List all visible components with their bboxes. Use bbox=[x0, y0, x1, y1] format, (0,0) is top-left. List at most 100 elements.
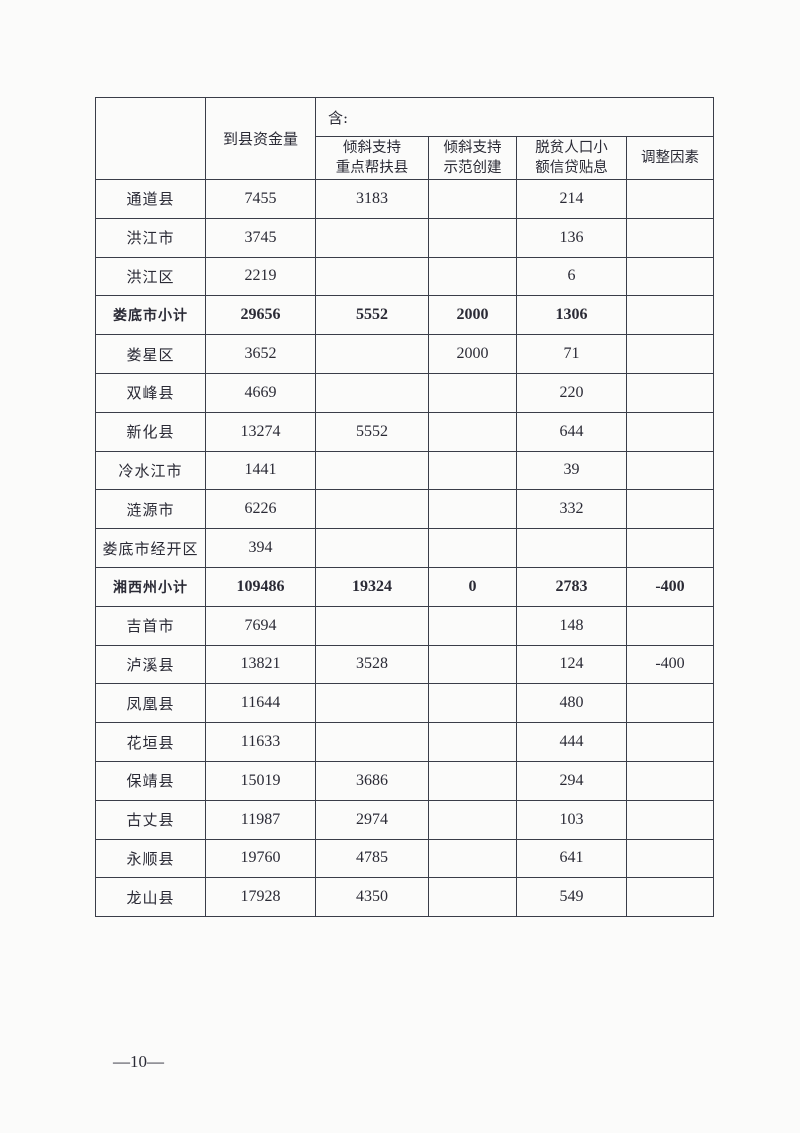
name-cell: 娄星区 bbox=[95, 334, 206, 374]
name-cell: 洪江区 bbox=[95, 256, 206, 297]
demo-cell bbox=[428, 528, 517, 568]
loan-cell: 1306 bbox=[516, 295, 627, 336]
loan-cell: 214 bbox=[516, 179, 627, 219]
key-support-cell bbox=[315, 528, 429, 568]
name-cell: 娄底市经开区 bbox=[95, 528, 206, 568]
demo-cell bbox=[428, 683, 517, 724]
amount-cell: 29656 bbox=[205, 295, 316, 336]
amount-cell: 13274 bbox=[205, 411, 316, 452]
key-support-cell bbox=[315, 683, 429, 724]
key-support-cell: 5552 bbox=[315, 295, 429, 336]
table-row: 通道县 7455 3183 214 bbox=[95, 179, 714, 219]
key-support-cell bbox=[315, 605, 429, 646]
subtotal-row: 湘西州小计 109486 19324 0 2783 -400 bbox=[95, 566, 714, 607]
adjust-cell: -400 bbox=[626, 644, 714, 685]
header-loan: 脱贫人口小 额信贷贴息 bbox=[516, 136, 627, 180]
name-cell: 保靖县 bbox=[95, 760, 206, 801]
key-support-cell bbox=[315, 334, 429, 374]
key-support-cell bbox=[315, 489, 429, 530]
table-row: 娄底市经开区 394 bbox=[95, 528, 714, 568]
loan-cell: 641 bbox=[516, 838, 627, 879]
loan-cell: 2783 bbox=[516, 566, 627, 607]
demo-cell: 0 bbox=[428, 566, 517, 607]
loan-cell: 220 bbox=[516, 372, 627, 413]
subtotal-row: 娄底市小计 29656 5552 2000 1306 bbox=[95, 295, 714, 336]
adjust-cell bbox=[626, 256, 714, 297]
table-row: 永顺县 19760 4785 641 bbox=[95, 838, 714, 879]
name-cell: 涟源市 bbox=[95, 489, 206, 530]
table-row: 洪江区 2219 6 bbox=[95, 256, 714, 297]
loan-cell: 103 bbox=[516, 799, 627, 840]
amount-cell: 4669 bbox=[205, 372, 316, 413]
loan-cell: 136 bbox=[516, 217, 627, 258]
demo-cell bbox=[428, 838, 517, 879]
header-includes: 含: bbox=[315, 97, 714, 137]
table-row: 凤凰县 11644 480 bbox=[95, 683, 714, 724]
table-row: 龙山县 17928 4350 549 bbox=[95, 877, 714, 918]
header-line: 倾斜支持 bbox=[343, 140, 401, 156]
header-demo: 倾斜支持 示范创建 bbox=[428, 136, 517, 180]
header-line: 额信贷贴息 bbox=[535, 160, 608, 176]
amount-cell: 11633 bbox=[205, 722, 316, 762]
table-row: 吉首市 7694 148 bbox=[95, 605, 714, 646]
adjust-cell bbox=[626, 372, 714, 413]
loan-cell: 71 bbox=[516, 334, 627, 374]
amount-cell: 3652 bbox=[205, 334, 316, 374]
name-cell: 吉首市 bbox=[95, 605, 206, 646]
demo-cell bbox=[428, 722, 517, 762]
amount-cell: 109486 bbox=[205, 566, 316, 607]
table-row: 娄星区 3652 2000 71 bbox=[95, 334, 714, 374]
adjust-cell bbox=[626, 179, 714, 219]
table-row: 新化县 13274 5552 644 bbox=[95, 411, 714, 452]
loan-cell: 549 bbox=[516, 877, 627, 918]
adjust-cell bbox=[626, 722, 714, 762]
amount-cell: 13821 bbox=[205, 644, 316, 685]
adjust-cell bbox=[626, 450, 714, 491]
key-support-cell bbox=[315, 372, 429, 413]
page-number: —10— bbox=[113, 1052, 164, 1071]
demo-cell bbox=[428, 179, 517, 219]
amount-cell: 11644 bbox=[205, 683, 316, 724]
name-cell: 泸溪县 bbox=[95, 644, 206, 685]
amount-cell: 19760 bbox=[205, 838, 316, 879]
demo-cell bbox=[428, 450, 517, 491]
key-support-cell: 4350 bbox=[315, 877, 429, 918]
demo-cell bbox=[428, 644, 517, 685]
header-line: 倾斜支持 bbox=[443, 140, 502, 156]
loan-cell: 332 bbox=[516, 489, 627, 530]
adjust-cell bbox=[626, 683, 714, 724]
key-support-cell bbox=[315, 256, 429, 297]
header-empty-cell bbox=[95, 97, 206, 180]
adjust-cell bbox=[626, 799, 714, 840]
key-support-cell bbox=[315, 722, 429, 762]
name-cell: 新化县 bbox=[95, 411, 206, 452]
name-cell: 双峰县 bbox=[95, 372, 206, 413]
loan-cell bbox=[516, 528, 627, 568]
loan-cell: 6 bbox=[516, 256, 627, 297]
amount-cell: 7455 bbox=[205, 179, 316, 219]
adjust-cell bbox=[626, 760, 714, 801]
demo-cell bbox=[428, 605, 517, 646]
demo-cell: 2000 bbox=[428, 295, 517, 336]
loan-cell: 124 bbox=[516, 644, 627, 685]
header-line: 示范创建 bbox=[443, 160, 502, 176]
demo-cell bbox=[428, 799, 517, 840]
loan-cell: 294 bbox=[516, 760, 627, 801]
demo-cell bbox=[428, 372, 517, 413]
demo-cell bbox=[428, 877, 517, 918]
key-support-cell: 3528 bbox=[315, 644, 429, 685]
header-adjust: 调整因素 bbox=[626, 136, 714, 180]
key-support-cell: 3686 bbox=[315, 760, 429, 801]
amount-cell: 7694 bbox=[205, 605, 316, 646]
demo-cell bbox=[428, 760, 517, 801]
adjust-cell bbox=[626, 411, 714, 452]
header-key-support: 倾斜支持 重点帮扶县 bbox=[315, 136, 429, 180]
table-row: 冷水江市 1441 39 bbox=[95, 450, 714, 491]
adjust-cell bbox=[626, 334, 714, 374]
key-support-cell: 4785 bbox=[315, 838, 429, 879]
table-row: 洪江市 3745 136 bbox=[95, 217, 714, 258]
table-row: 保靖县 15019 3686 294 bbox=[95, 760, 714, 801]
name-cell: 龙山县 bbox=[95, 877, 206, 918]
table-row: 泸溪县 13821 3528 124 -400 bbox=[95, 644, 714, 685]
amount-cell: 15019 bbox=[205, 760, 316, 801]
